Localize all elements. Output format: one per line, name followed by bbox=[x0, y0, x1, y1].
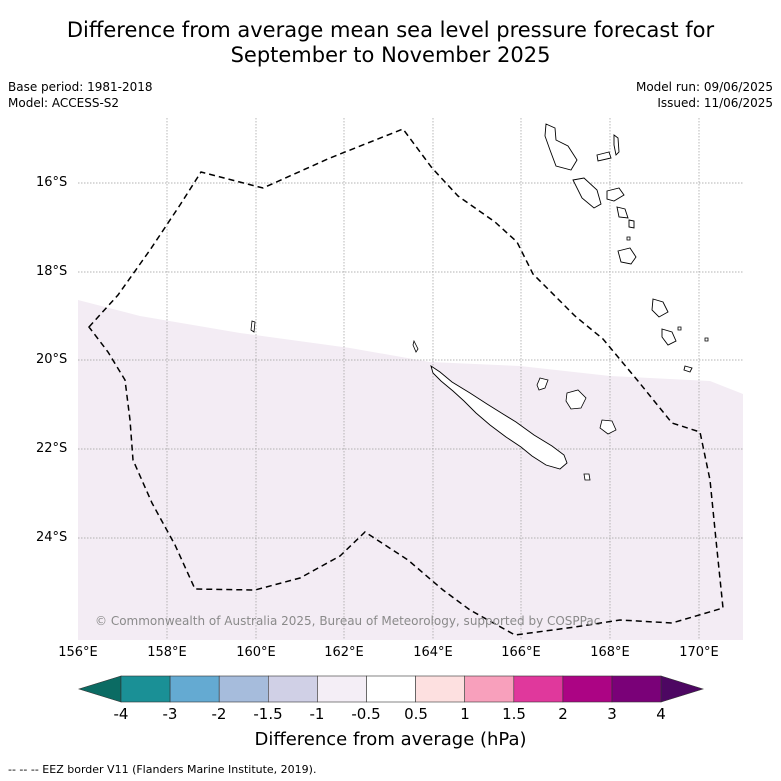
new-caledonia-islet-north bbox=[412, 339, 419, 353]
colorbar-under-arrow bbox=[77, 675, 122, 703]
loyalty-island-ouvea bbox=[536, 377, 549, 391]
colorbar-label: -3 bbox=[162, 705, 178, 723]
lat-tick-16s: 16°S bbox=[36, 175, 68, 190]
model-name: Model: ACCESS-S2 bbox=[8, 96, 120, 110]
vanuatu-epi bbox=[616, 206, 629, 219]
colorbar-label: 1 bbox=[460, 705, 470, 723]
colorbar-segment bbox=[169, 675, 220, 703]
meta-right: Model run: 09/06/2025 Issued: 11/06/2025 bbox=[636, 79, 773, 111]
colorbar-label: 4 bbox=[656, 705, 666, 723]
lat-tick-22s: 22°S bbox=[36, 441, 68, 456]
lon-tick-162e: 162°E bbox=[324, 645, 364, 660]
colorbar-segment bbox=[120, 675, 171, 703]
vanuatu-espiritu-santo bbox=[544, 123, 578, 171]
colorbar-segment bbox=[267, 675, 318, 703]
anomaly-shading bbox=[78, 300, 743, 640]
vanuatu-aneityum bbox=[683, 365, 693, 373]
vanuatu-shepherd bbox=[628, 219, 635, 229]
lat-tick-20s: 20°S bbox=[36, 352, 68, 367]
map-title: Difference from average mean sea level p… bbox=[0, 18, 781, 68]
loyalty-island-lifou bbox=[565, 389, 587, 410]
colorbar-label: -2 bbox=[211, 705, 227, 723]
colorbar-label: -1 bbox=[309, 705, 325, 723]
title-line-2: September to November 2025 bbox=[230, 43, 551, 67]
colorbar bbox=[77, 675, 705, 703]
vanuatu-malakula bbox=[572, 177, 602, 209]
colorbar-segment bbox=[218, 675, 269, 703]
lon-tick-164e: 164°E bbox=[413, 645, 453, 660]
loyalty-island-mare bbox=[599, 419, 617, 435]
colorbar-label: -1.5 bbox=[253, 705, 283, 723]
colorbar-segment bbox=[366, 675, 416, 703]
lon-tick-170e: 170°E bbox=[679, 645, 719, 660]
vanuatu-islet-b bbox=[704, 337, 709, 342]
base-period: Base period: 1981-2018 bbox=[8, 80, 153, 94]
colorbar-label: -0.5 bbox=[351, 705, 381, 723]
vanuatu-islet-c bbox=[626, 236, 631, 241]
colorbar-label: 1.5 bbox=[502, 705, 526, 723]
colorbar-label: 3 bbox=[607, 705, 617, 723]
gridlines bbox=[78, 118, 743, 640]
vanuatu-maewo bbox=[613, 134, 620, 156]
copyright-notice: © Commonwealth of Australia 2025, Bureau… bbox=[95, 614, 601, 628]
issued-date: Issued: 11/06/2025 bbox=[657, 96, 773, 110]
vanuatu-pentecost bbox=[606, 187, 625, 202]
lon-tick-156e: 156°E bbox=[58, 645, 98, 660]
colorbar-segment bbox=[464, 675, 515, 703]
meta-left: Base period: 1981-2018 Model: ACCESS-S2 bbox=[8, 79, 153, 111]
colorbar-segment bbox=[415, 675, 466, 703]
vanuatu-ambae bbox=[596, 151, 612, 162]
model-run: Model run: 09/06/2025 bbox=[635, 80, 773, 94]
lon-tick-160e: 160°E bbox=[236, 645, 276, 660]
vanuatu-islet-a bbox=[677, 326, 682, 331]
lat-tick-18s: 18°S bbox=[36, 264, 68, 279]
isle-of-pines bbox=[583, 473, 591, 481]
title-line-1: Difference from average mean sea level p… bbox=[66, 18, 715, 42]
colorbar-segment bbox=[562, 675, 613, 703]
colorbar-title: Difference from average (hPa) bbox=[254, 729, 527, 750]
vanuatu-erromango bbox=[651, 298, 669, 318]
lon-tick-158e: 158°E bbox=[147, 645, 187, 660]
colorbar-label: 2 bbox=[558, 705, 568, 723]
colorbar-label: 0.5 bbox=[404, 705, 428, 723]
colorbar-segment bbox=[611, 675, 662, 703]
colorbar-label: -4 bbox=[113, 705, 129, 723]
colorbar-over-arrow bbox=[660, 675, 705, 703]
chesterfield-islet bbox=[250, 320, 256, 333]
eez-footnote: -- -- -- EEZ border V11 (Flanders Marine… bbox=[8, 763, 317, 776]
lat-tick-24s: 24°S bbox=[36, 530, 68, 545]
eez-border bbox=[88, 128, 724, 636]
colorbar-segment bbox=[513, 675, 564, 703]
lon-tick-166e: 166°E bbox=[501, 645, 541, 660]
vanuatu-tanna bbox=[661, 328, 677, 346]
vanuatu-efate bbox=[617, 247, 637, 265]
new-caledonia-island bbox=[430, 364, 568, 470]
lon-tick-168e: 168°E bbox=[590, 645, 630, 660]
colorbar-segment bbox=[317, 675, 367, 703]
